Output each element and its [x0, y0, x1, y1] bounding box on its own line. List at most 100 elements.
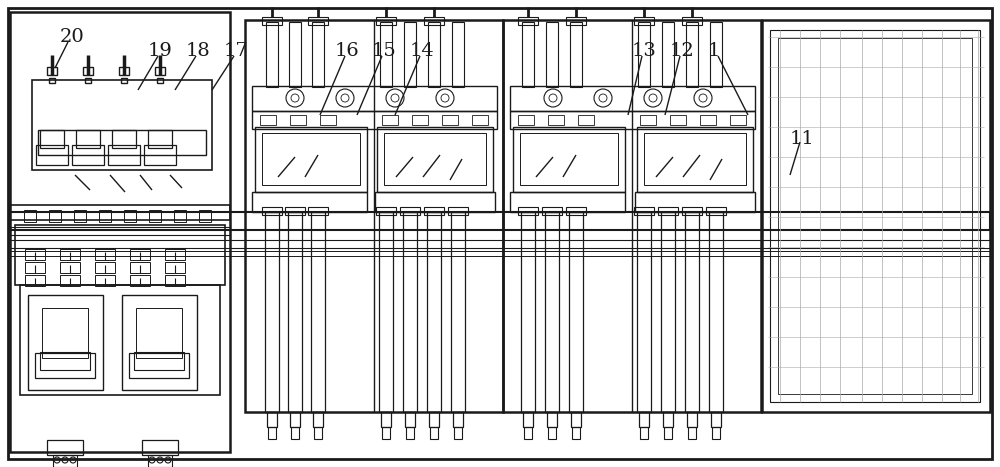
Bar [400, 207, 420, 215]
Bar [252, 86, 497, 111]
Bar [49, 78, 55, 83]
Bar [663, 412, 673, 427]
Bar [10, 12, 230, 452]
Bar [252, 111, 497, 129]
Bar [311, 212, 325, 412]
Bar [112, 130, 136, 148]
Bar [381, 412, 391, 427]
Bar [25, 249, 45, 260]
Bar [288, 212, 302, 412]
Bar [518, 17, 538, 25]
Text: 12: 12 [670, 42, 695, 60]
Bar [682, 207, 702, 215]
Bar [255, 127, 367, 192]
Text: 19: 19 [148, 42, 173, 60]
Bar [634, 207, 654, 215]
Bar [510, 111, 755, 129]
Bar [245, 20, 503, 412]
Bar [53, 455, 77, 467]
Bar [503, 20, 761, 412]
Bar [566, 207, 586, 215]
Bar [710, 22, 722, 87]
Bar [313, 412, 323, 427]
Bar [518, 115, 534, 125]
Bar [430, 427, 438, 439]
Bar [634, 17, 654, 25]
Bar [380, 22, 392, 87]
Bar [778, 38, 972, 394]
Bar [25, 262, 45, 273]
Bar [405, 412, 415, 427]
Bar [266, 22, 278, 87]
Bar [570, 22, 582, 87]
Bar [290, 115, 306, 125]
Bar [688, 427, 696, 439]
Bar [60, 249, 80, 260]
Bar [265, 212, 279, 412]
Bar [155, 67, 165, 75]
Bar [569, 212, 583, 412]
Bar [522, 22, 534, 87]
Bar [108, 145, 140, 165]
Bar [546, 22, 558, 87]
Bar [165, 262, 185, 273]
Bar [548, 115, 564, 125]
Bar [268, 427, 276, 439]
Bar [424, 207, 444, 215]
Bar [129, 353, 189, 378]
Bar [308, 207, 328, 215]
Bar [49, 210, 61, 222]
Bar [639, 412, 649, 427]
Text: 16: 16 [335, 42, 360, 60]
Bar [452, 22, 464, 87]
Bar [571, 412, 581, 427]
Bar [658, 207, 678, 215]
Bar [15, 225, 225, 285]
Bar [308, 17, 328, 25]
Bar [99, 210, 111, 222]
Bar [566, 17, 586, 25]
Bar [510, 86, 755, 111]
Bar [74, 210, 86, 222]
Text: 15: 15 [372, 42, 397, 60]
Bar [134, 352, 184, 370]
Bar [252, 192, 367, 212]
Bar [448, 207, 468, 215]
Bar [47, 67, 57, 75]
Text: 11: 11 [790, 130, 815, 148]
Bar [664, 427, 672, 439]
Bar [520, 133, 618, 185]
Bar [572, 427, 580, 439]
Bar [454, 427, 462, 439]
Bar [524, 427, 532, 439]
Text: 18: 18 [186, 42, 211, 60]
Bar [685, 212, 699, 412]
Bar [700, 115, 716, 125]
Bar [403, 212, 417, 412]
Bar [320, 115, 336, 125]
Bar [382, 427, 390, 439]
Bar [35, 353, 95, 378]
Bar [40, 352, 90, 370]
Bar [548, 427, 556, 439]
Bar [10, 205, 230, 220]
Bar [637, 127, 753, 192]
Bar [428, 22, 440, 87]
Bar [136, 308, 182, 358]
Bar [730, 115, 746, 125]
Bar [314, 427, 322, 439]
Bar [644, 133, 746, 185]
Bar [10, 240, 990, 248]
Bar [635, 192, 755, 212]
Bar [174, 210, 186, 222]
Bar [60, 262, 80, 273]
Bar [10, 251, 990, 256]
Bar [157, 78, 163, 83]
Bar [24, 210, 36, 222]
Bar [545, 212, 559, 412]
Text: 13: 13 [632, 42, 657, 60]
Text: 1: 1 [708, 42, 720, 60]
Bar [25, 275, 45, 286]
Bar [384, 133, 486, 185]
Bar [291, 427, 299, 439]
